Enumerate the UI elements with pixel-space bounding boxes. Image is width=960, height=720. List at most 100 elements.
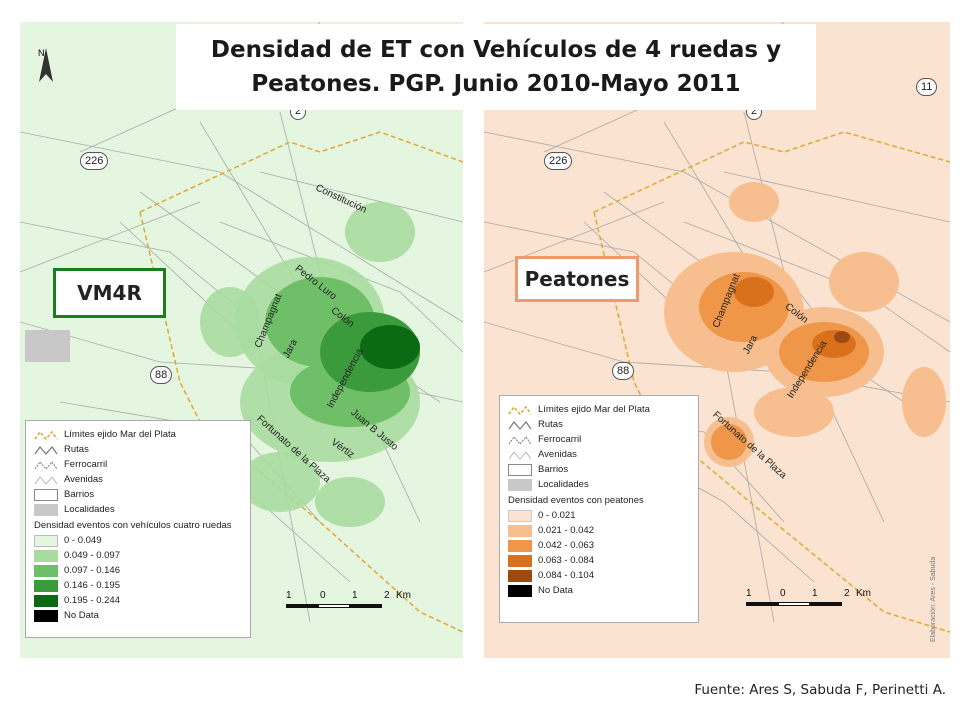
legend-label: Límites ejido Mar del Plata <box>64 429 176 440</box>
legend-class-label: 0.049 - 0.097 <box>64 550 120 561</box>
legend-heading: Densidad eventos con peatones <box>508 495 644 506</box>
legend-item-localidades: Localidades <box>508 477 690 492</box>
legend-class-label: 0.021 - 0.042 <box>538 525 594 536</box>
class-swatch-icon <box>508 584 532 597</box>
locality-swatch-icon <box>508 478 532 491</box>
legend-class-label: 0.146 - 0.195 <box>64 580 120 591</box>
route-226-badge: 226 <box>544 152 573 170</box>
route-88-badge: 88 <box>150 366 173 384</box>
legend-item-avenidas: Avenidas <box>34 472 242 487</box>
legend-heading: Densidad eventos con vehículos cuatro ru… <box>34 520 232 531</box>
class-swatch-icon <box>508 524 532 537</box>
legend-class-label: 0.195 - 0.244 <box>64 595 120 606</box>
legend-class-label: 0.042 - 0.063 <box>538 540 594 551</box>
class-swatch-icon <box>508 539 532 552</box>
legend-label: Localidades <box>538 479 589 490</box>
class-swatch-icon <box>508 569 532 582</box>
map-vm4r-canvas <box>20 22 463 633</box>
legend-peatones: Límites ejido Mar del Plata Rutas Ferroc… <box>499 395 699 623</box>
legend-item-limites: Límites ejido Mar del Plata <box>508 402 690 417</box>
label-vm4r: VM4R <box>53 268 166 318</box>
route-226-badge: 226 <box>80 152 109 170</box>
legend-label: Barrios <box>538 464 569 475</box>
legend-class: No Data <box>34 608 242 623</box>
scale-tick-label: 0 <box>320 590 326 601</box>
scale-unit: Km <box>396 590 411 601</box>
page-title: Densidad de ET con Vehículos de 4 ruedas… <box>176 24 816 110</box>
avenue-line-icon <box>34 475 58 485</box>
locality-swatch-icon <box>34 503 58 516</box>
legend-item-localidades: Localidades <box>34 502 242 517</box>
legend-class: 0.049 - 0.097 <box>34 548 242 563</box>
title-line-1: Densidad de ET con Vehículos de 4 ruedas… <box>210 37 782 63</box>
class-swatch-icon <box>34 534 58 547</box>
legend-item-rutas: Rutas <box>34 442 242 457</box>
scale-tick-label: 2 <box>844 588 850 599</box>
label-peatones: Peatones <box>515 256 639 302</box>
legend-class: 0.195 - 0.244 <box>34 593 242 608</box>
scale-tick-label: 2 <box>384 590 390 601</box>
north-label: N <box>38 48 45 58</box>
dashed-boundary-icon <box>508 405 532 415</box>
legend-item-ferrocarril: Ferrocarril <box>34 457 242 472</box>
north-arrow-icon: N <box>38 48 53 82</box>
source-credit: Fuente: Ares S, Sabuda F, Perinetti A. <box>694 682 946 698</box>
legend-item-avenidas: Avenidas <box>508 447 690 462</box>
scale-unit: Km <box>856 588 871 599</box>
legend-label: Ferrocarril <box>64 459 108 470</box>
scale-tick-label: 1 <box>812 588 818 599</box>
map-credit: Elaboración: Ares - Sabuda <box>930 556 937 642</box>
legend-item-rutas: Rutas <box>508 417 690 432</box>
legend-item-barrios: Barrios <box>508 462 690 477</box>
legend-class: 0.097 - 0.146 <box>34 563 242 578</box>
scale-tick-label: 1 <box>746 588 752 599</box>
legend-item-limites: Límites ejido Mar del Plata <box>34 427 242 442</box>
legend-class: 0 - 0.021 <box>508 508 690 523</box>
legend-class: 0.063 - 0.084 <box>508 553 690 568</box>
scale-bar-left: 1 0 1 2 Km <box>286 590 426 608</box>
legend-label: Barrios <box>64 489 95 500</box>
legend-class-label: 0 - 0.049 <box>64 535 102 546</box>
legend-class: 0.146 - 0.195 <box>34 578 242 593</box>
legend-class: 0.021 - 0.042 <box>508 523 690 538</box>
class-swatch-icon <box>34 549 58 562</box>
map-peatones-canvas <box>484 22 950 633</box>
railway-line-icon <box>508 435 532 445</box>
legend-class-label: 0 - 0.021 <box>538 510 576 521</box>
legend-class: No Data <box>508 583 690 598</box>
legend-class-label: 0.063 - 0.084 <box>538 555 594 566</box>
legend-vm4r: Límites ejido Mar del Plata Rutas Ferroc… <box>25 420 251 638</box>
legend-label: Rutas <box>538 419 563 430</box>
legend-class-label: No Data <box>64 610 99 621</box>
legend-class-label: 0.084 - 0.104 <box>538 570 594 581</box>
railway-line-icon <box>34 460 58 470</box>
legend-class: 0 - 0.049 <box>34 533 242 548</box>
class-swatch-icon <box>34 564 58 577</box>
legend-label: Ferrocarril <box>538 434 582 445</box>
scale-tick-label: 1 <box>286 590 292 601</box>
route-line-icon <box>508 420 532 430</box>
title-line-2: Peatones. PGP. Junio 2010-Mayo 2011 <box>251 71 741 97</box>
neighborhood-swatch-icon <box>508 463 532 476</box>
legend-class: 0.042 - 0.063 <box>508 538 690 553</box>
legend-class-label: 0.097 - 0.146 <box>64 565 120 576</box>
neighborhood-swatch-icon <box>34 488 58 501</box>
scale-tick-label: 0 <box>780 588 786 599</box>
scale-tick-label: 1 <box>352 590 358 601</box>
legend-item-ferrocarril: Ferrocarril <box>508 432 690 447</box>
class-swatch-icon <box>508 509 532 522</box>
legend-label: Avenidas <box>64 474 103 485</box>
legend-label: Avenidas <box>538 449 577 460</box>
legend-class-label: No Data <box>538 585 573 596</box>
route-line-icon <box>34 445 58 455</box>
legend-label: Límites ejido Mar del Plata <box>538 404 650 415</box>
class-swatch-icon <box>34 609 58 622</box>
legend-label: Rutas <box>64 444 89 455</box>
legend-item-barrios: Barrios <box>34 487 242 502</box>
class-swatch-icon <box>34 579 58 592</box>
class-swatch-icon <box>34 594 58 607</box>
avenue-line-icon <box>508 450 532 460</box>
scale-bar-right: 1 0 1 2 Km <box>746 588 886 606</box>
route-11-badge: 11 <box>916 78 938 96</box>
class-swatch-icon <box>508 554 532 567</box>
